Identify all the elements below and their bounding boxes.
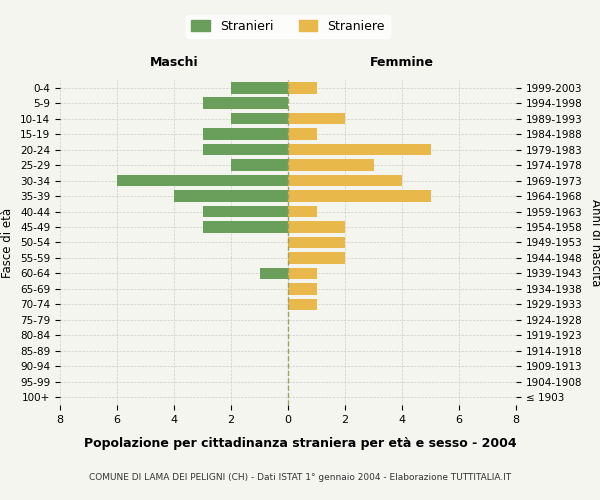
Bar — [231, 160, 288, 171]
Bar — [288, 190, 431, 202]
Bar — [203, 128, 288, 140]
Text: COMUNE DI LAMA DEI PELIGNI (CH) - Dati ISTAT 1° gennaio 2004 - Elaborazione TUTT: COMUNE DI LAMA DEI PELIGNI (CH) - Dati I… — [89, 472, 511, 482]
Bar — [231, 82, 288, 94]
Bar — [231, 113, 288, 124]
Bar — [288, 283, 317, 294]
Bar — [117, 175, 288, 186]
Y-axis label: Fasce di età: Fasce di età — [1, 208, 14, 278]
Text: Maschi: Maschi — [149, 56, 199, 69]
Bar — [288, 268, 317, 280]
Bar — [174, 190, 288, 202]
Bar — [288, 175, 402, 186]
Text: Popolazione per cittadinanza straniera per età e sesso - 2004: Popolazione per cittadinanza straniera p… — [83, 438, 517, 450]
Y-axis label: Anni di nascita: Anni di nascita — [589, 199, 600, 286]
Bar — [288, 128, 317, 140]
Bar — [203, 206, 288, 218]
Text: Femmine: Femmine — [370, 56, 434, 69]
Bar — [288, 144, 431, 156]
Bar — [288, 82, 317, 94]
Bar — [288, 206, 317, 218]
Bar — [288, 298, 317, 310]
Bar — [288, 236, 345, 248]
Bar — [288, 252, 345, 264]
Legend: Stranieri, Straniere: Stranieri, Straniere — [186, 14, 390, 38]
Bar — [288, 221, 345, 233]
Bar — [288, 113, 345, 124]
Bar — [288, 160, 373, 171]
Bar — [260, 268, 288, 280]
Bar — [203, 98, 288, 109]
Bar — [203, 144, 288, 156]
Bar — [203, 221, 288, 233]
